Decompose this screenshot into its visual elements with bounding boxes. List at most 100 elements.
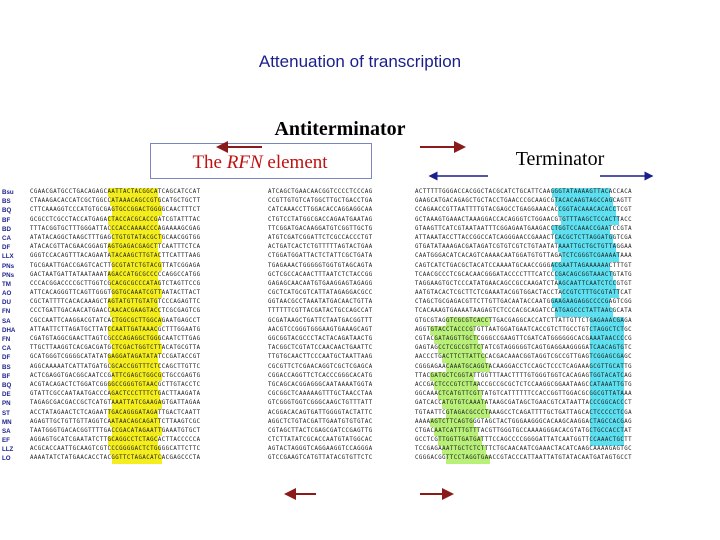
sequence-row: TACGGCTCGTATCCAACAACTGAATTC	[268, 345, 373, 352]
alignment-highlight	[590, 316, 624, 326]
alignment-highlight	[558, 206, 616, 216]
sequence-row: CGAACGATGCCTGACAGAGCAATTACTACGGCATCAGCAT…	[30, 189, 201, 195]
sequence-row: GCTAAAGTGAAACTAAAGGACCACAGGGTCTGGAACGTGT…	[415, 216, 632, 223]
alignment-highlight	[434, 335, 478, 345]
alignment-highlight	[110, 445, 160, 455]
sequence-row: CGTAGCTTACTCGAGCGATCCGAGTTG	[268, 427, 373, 434]
sequence-row: GGCGGTACGCCCTACTACAGATAACTG	[268, 336, 373, 342]
alignment-highlight	[430, 372, 474, 382]
alignment-highlight	[590, 390, 624, 400]
alignment-highlight	[112, 316, 162, 326]
alignment-highlight	[552, 261, 610, 271]
species-label: DHA	[2, 326, 16, 334]
species-label: DF	[2, 354, 11, 362]
sequence-row: CGGGAGAACAAATGCAGGTACAAGGACCTCCAGCTCCCTC…	[415, 363, 632, 370]
sequence-row: TAGGAAGTGCTCCCATATGAACAGCCGCCAAGATCTAAGC…	[415, 280, 632, 287]
sequence-row: AGGAGTGCATCGAATATCTTGCAGGCCTCTAGCACTTACC…	[30, 437, 201, 444]
sequence-row: CGCCAATTCAAGGACGTATCACTGGCGCTTGGCAGAATGA…	[30, 317, 201, 324]
sequence-row: TTTTTTCGTTACGATACTGCCAGCCAT	[268, 308, 373, 315]
sequence-row: TGCGAATTGACCGAGTCACTTGCGTATCTGTACGTTATCG…	[30, 262, 201, 269]
alignment-highlight	[112, 344, 162, 354]
sequence-row: TTACGATGCTCGGTATTGGTTTAACTTTTGTGGGTGGTCA…	[415, 372, 632, 379]
species-label: BS	[2, 363, 11, 371]
sequence-row: GACTAATGATTATAATAAATAGACCATGCGCCCCCAGGCC…	[30, 271, 201, 278]
alignment-highlight	[112, 399, 162, 409]
sequence-row: TCACAAAGTGAAAATAAGAGTCTCCCACGCAGATCCATGA…	[415, 308, 632, 315]
rfn-suffix: element	[262, 152, 328, 173]
sequence-row: CGCTATTTTCACACAAAGCTAGTATGTTGTATGTCCCAGA…	[30, 299, 201, 306]
alignment-highlight	[552, 224, 610, 234]
rfn-prefix: The	[192, 152, 227, 173]
sequence-row: GTCCGAAGTCATGTTATACGTGTTCTC	[268, 455, 373, 462]
sequence-row: TGTAATTCGTAGACGCCCTAAAGCCTCAGATTTTGCTGAT…	[415, 409, 632, 416]
sequence-row: CCGTTGTGTCATGGCTTGCTGACCTGA	[268, 198, 373, 205]
sequence-row: ATACACGTTACGAACGGAGTAGTGAGACGAGCTTCAATTT…	[30, 244, 201, 251]
alignment-highlight	[438, 436, 482, 446]
species-label: CA	[2, 234, 11, 242]
alignment-highlight	[446, 362, 490, 372]
alignment-highlight	[110, 335, 160, 345]
alignment-highlight	[434, 381, 478, 391]
sequence-row: ACTTTTTGGGACCACGGCTACGCATCTGCATTCAAGGGTA…	[415, 189, 632, 195]
sequence-row: ATTCACAGGGTTCAGTTGGGTGGTGCAAATCGTTAATACT…	[30, 290, 201, 297]
sequence-row: AAAAAGTCTTCAGTGGGTAGCTACTGGGAAGGGCACAAGC…	[415, 418, 632, 425]
alignment-highlight	[434, 427, 478, 437]
species-label: LLZ	[2, 446, 14, 454]
alignment-highlight	[561, 252, 619, 262]
alignment-highlight	[590, 344, 624, 354]
sequence-row: GCGCCTCGCCTACCATGAGACTACCACGCACCGATCGTAT…	[30, 216, 201, 223]
alignment-highlight	[561, 289, 619, 299]
species-label: DU	[2, 299, 11, 307]
alignment-highlight	[110, 418, 160, 428]
species-label: DE	[2, 391, 11, 399]
alignment-highlight	[108, 408, 158, 418]
sequence-row: AATGTACACTCGCTTCTCGAAATACGGTGGACTACCTACC…	[415, 290, 632, 297]
species-label: SA	[2, 317, 11, 325]
antiterminator-top-label: Antiterminator	[274, 118, 406, 140]
alignment-highlight	[590, 408, 624, 418]
sequence-row: GCTCGCCACAACTTTAATCTCTACCGG	[268, 271, 373, 278]
species-label: DF	[2, 244, 11, 252]
alignment-highlight	[108, 215, 158, 225]
sequence-row: GATCACCATGTGTCAAATATAAGCGATAGCTGAACGTCAT…	[415, 400, 632, 407]
species-label: BF	[2, 372, 11, 380]
sequence-row: ATATACAGGCTAAGCTTTGAGCTGTGTATACGCTGCAACG…	[30, 234, 201, 241]
species-label: BQ	[2, 381, 12, 389]
alignment-highlight	[110, 197, 160, 207]
alignment-highlight	[590, 436, 624, 446]
sequence-row: TCCGAGAAATTGCTCTCTTTCTGCAACAATCGAAACTACA…	[415, 446, 632, 453]
sequence-row: GCATGGGTCGGGGCATATATGAGGATAGATATATCCGATA…	[30, 354, 201, 361]
alignment-highlight	[108, 326, 158, 336]
species-label: LLX	[2, 253, 14, 261]
sequence-row: TTGTGCAACTTCCCAATGCTAATTAAG	[268, 354, 373, 361]
alignment-highlight	[110, 307, 160, 317]
rfn-italic: RFN	[226, 152, 263, 173]
rfn-element-box	[150, 143, 372, 179]
sequence-row: ACGTACAGACTCTGGATCGGGGCCGGGTGTAACGCTTGTA…	[30, 381, 201, 388]
alignment-highlight	[590, 372, 624, 382]
alignment-highlight	[108, 270, 158, 280]
alignment-highlight	[110, 280, 160, 290]
sequence-row: GTGATATAAAGACGATAGATCGTGTCGTCTGTAATATAAA…	[415, 244, 632, 251]
species-label: BD	[2, 225, 11, 233]
alignment-highlight	[108, 243, 158, 253]
species-label: LO	[2, 455, 11, 463]
alignment-highlight	[561, 215, 619, 225]
sequence-row: ATGTCGATCGGATTCTCGCCACCCTGT	[268, 234, 373, 241]
sequence-row: TAATGGGTGACACGGTTTTGACCGACATAGAATTGAAATG…	[30, 427, 201, 434]
alignment-highlight	[590, 418, 624, 428]
rfn-sequence-block: CGAACGATGCCTGACAGAGCAATTACTACGGCATCAGCAT…	[30, 188, 266, 464]
sequence-row: CGCGGCTCAAAAAGTTTGCTAACCTAA	[268, 391, 373, 398]
sequence-row: CCCTGATTGACAACATGAACCAACACGAAGTACCTCGCGA…	[30, 308, 201, 315]
alignment-highlight	[438, 344, 482, 354]
page-title: Attenuation of transcription	[258, 52, 462, 71]
species-label: Bsu	[2, 189, 14, 196]
sequence-row: GTATTCGCCAATAATGACCCAGACTCCCTTTCTGACTTAA…	[30, 391, 201, 398]
sequence-row: GTCGGGTGGTCGGGCAAGCTGTTTATT	[268, 400, 373, 407]
sequence-row: GCCTCGTTGGTTGATGATTTCCAGCCCCGGGGATTATCAA…	[415, 437, 632, 444]
alignment-highlight	[446, 408, 490, 418]
sequence-row: AAAATATCTATGAACACCTACGGTTCTAGACATCACGAGC…	[30, 455, 201, 462]
sequence-row: AGTACTAGGGTCAGGAAGGTCCAGGGA	[268, 446, 373, 453]
species-labels: Bsu BS BQ BF BD CA DF LLX PNs PNs TM AO DU FN SA DHA FN C…	[2, 188, 24, 464]
alignment-highlight	[590, 381, 624, 391]
